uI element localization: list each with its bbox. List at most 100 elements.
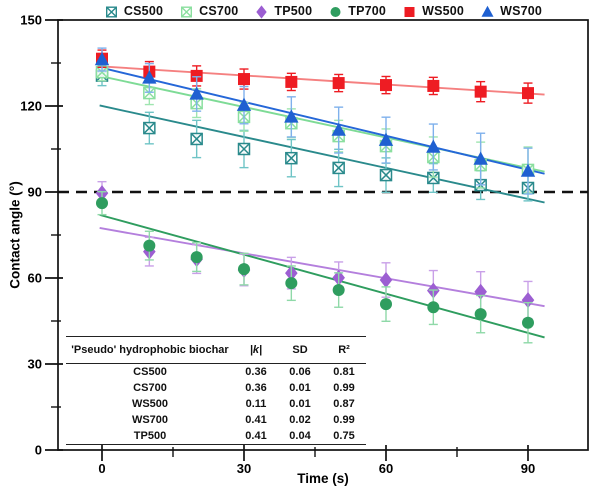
series-tp700	[96, 191, 534, 344]
y-tick-label: 90	[28, 185, 42, 200]
inset-cell-name: CS500	[133, 366, 167, 378]
series-cs500	[95, 64, 535, 202]
x-tick-label: 90	[521, 461, 535, 476]
fit-line-ws700	[99, 66, 545, 175]
inset-table-row: CS700 0.36 0.01 0.99	[66, 380, 366, 396]
tp500-marker-icon	[256, 4, 268, 19]
inset-cell-k: 0.41	[245, 430, 267, 442]
marker-cs500	[237, 142, 251, 156]
marker-ws700	[473, 151, 488, 165]
ws500-marker-icon	[404, 6, 415, 17]
inset-table-row: TP500 0.41 0.04 0.75	[66, 428, 366, 445]
legend-label: WS500	[422, 4, 465, 18]
marker-cs500	[379, 168, 393, 182]
inset-cell-k: 0.41	[245, 414, 267, 426]
legend-item-ws500: WS500	[402, 4, 464, 19]
marker-ws500	[427, 79, 440, 92]
marker-ws500	[379, 79, 392, 92]
inset-cell-sd: 0.02	[289, 414, 311, 426]
x-tick-label: 30	[237, 461, 251, 476]
marker-tp700	[379, 298, 392, 311]
inset-header-cell: SD	[278, 336, 322, 364]
inset-cell-sd: 0.01	[289, 382, 311, 394]
marker-ws500	[474, 85, 487, 98]
inset-cell-sd: 0.06	[289, 366, 311, 378]
marker-tp500	[521, 292, 535, 309]
inset-cell-r2: 0.81	[333, 366, 355, 378]
inset-cell-name: CS700	[133, 382, 167, 394]
marker-cs500	[332, 161, 345, 175]
legend-item-cs700: CS700	[179, 4, 238, 19]
inset-header-cell: |k|	[234, 336, 278, 364]
marker-tp700	[190, 251, 203, 264]
cs700-marker-icon	[181, 5, 193, 18]
inset-cell-sd: 0.04	[289, 430, 311, 442]
ws700-marker-icon	[481, 5, 494, 17]
marker-ws700	[331, 122, 346, 136]
inset-cell-name: TP500	[133, 430, 167, 442]
inset-table-row: WS500 0.11 0.01 0.87	[66, 396, 366, 412]
marker-cs500	[285, 151, 298, 165]
marker-ws500	[237, 73, 250, 86]
marker-tp700	[332, 284, 345, 297]
marker-tp700	[143, 239, 156, 252]
inset-cell-r2: 0.87	[333, 398, 355, 410]
inset-table: 'Pseudo' hydrophobic biochar |k| SD R² CS50…	[66, 336, 366, 445]
inset-cell-k: 0.36	[245, 382, 267, 394]
marker-tp700	[96, 197, 108, 210]
legend-label: CS700	[199, 4, 239, 18]
marker-ws700	[426, 139, 441, 153]
legend-label: TP700	[348, 4, 387, 18]
fit-line-tp700	[99, 213, 545, 339]
inset-table-header: 'Pseudo' hydrophobic biochar |k| SD R²	[66, 336, 366, 364]
y-axis-title: Contact angle (°)	[7, 181, 23, 289]
y-tick-label: 120	[20, 99, 42, 114]
marker-cs500	[143, 121, 156, 135]
inset-cell-sd: 0.01	[289, 398, 311, 410]
fit-line-cs500	[99, 104, 545, 204]
marker-ws700	[142, 70, 157, 84]
series-ws700	[94, 47, 536, 195]
tp700-marker-icon	[330, 6, 341, 17]
inset-cell-k: 0.11	[245, 398, 267, 410]
series-tp500	[95, 180, 535, 320]
marker-ws700	[236, 97, 252, 111]
series-ws500	[96, 49, 534, 104]
legend-item-cs500: CS500	[104, 4, 163, 19]
chart-legend: CS500 CS700 TP500 TP700 WS500 WS700	[58, 0, 588, 22]
inset-cell-name: WS700	[131, 414, 169, 426]
marker-ws500	[285, 75, 298, 88]
marker-ws500	[190, 69, 203, 82]
legend-label: TP500	[274, 4, 313, 18]
inset-cell-name: WS500	[131, 398, 169, 410]
marker-tp700	[237, 263, 250, 276]
y-tick-label: 0	[35, 443, 42, 458]
legend-item-tp700: TP700	[328, 4, 386, 19]
inset-table-row: WS700 0.41 0.02 0.99	[66, 412, 366, 428]
marker-tp700	[285, 277, 298, 290]
marker-ws500	[332, 77, 345, 90]
inset-cell-r2: 0.99	[333, 414, 355, 426]
cs500-marker-icon	[105, 5, 117, 18]
legend-item-ws700: WS700	[480, 4, 542, 19]
legend-label: CS500	[123, 4, 164, 18]
marker-cs500	[190, 132, 203, 146]
marker-tp700	[474, 308, 487, 321]
x-tick-label: 60	[379, 461, 393, 476]
marker-ws700	[94, 52, 110, 66]
legend-item-tp500: TP500	[254, 4, 312, 19]
fit-line-ws500	[99, 65, 545, 96]
inset-cell-r2: 0.75	[333, 430, 355, 442]
marker-ws700	[189, 86, 204, 100]
inset-header-cell: 'Pseudo' hydrophobic biochar	[66, 336, 234, 364]
legend-label: WS700	[500, 4, 543, 18]
marker-ws700	[284, 109, 299, 123]
marker-tp500	[379, 272, 393, 289]
marker-tp700	[427, 301, 440, 314]
marker-ws700	[378, 132, 394, 146]
marker-tp700	[521, 316, 534, 329]
y-tick-label: 150	[20, 13, 42, 28]
marker-ws500	[521, 87, 534, 100]
